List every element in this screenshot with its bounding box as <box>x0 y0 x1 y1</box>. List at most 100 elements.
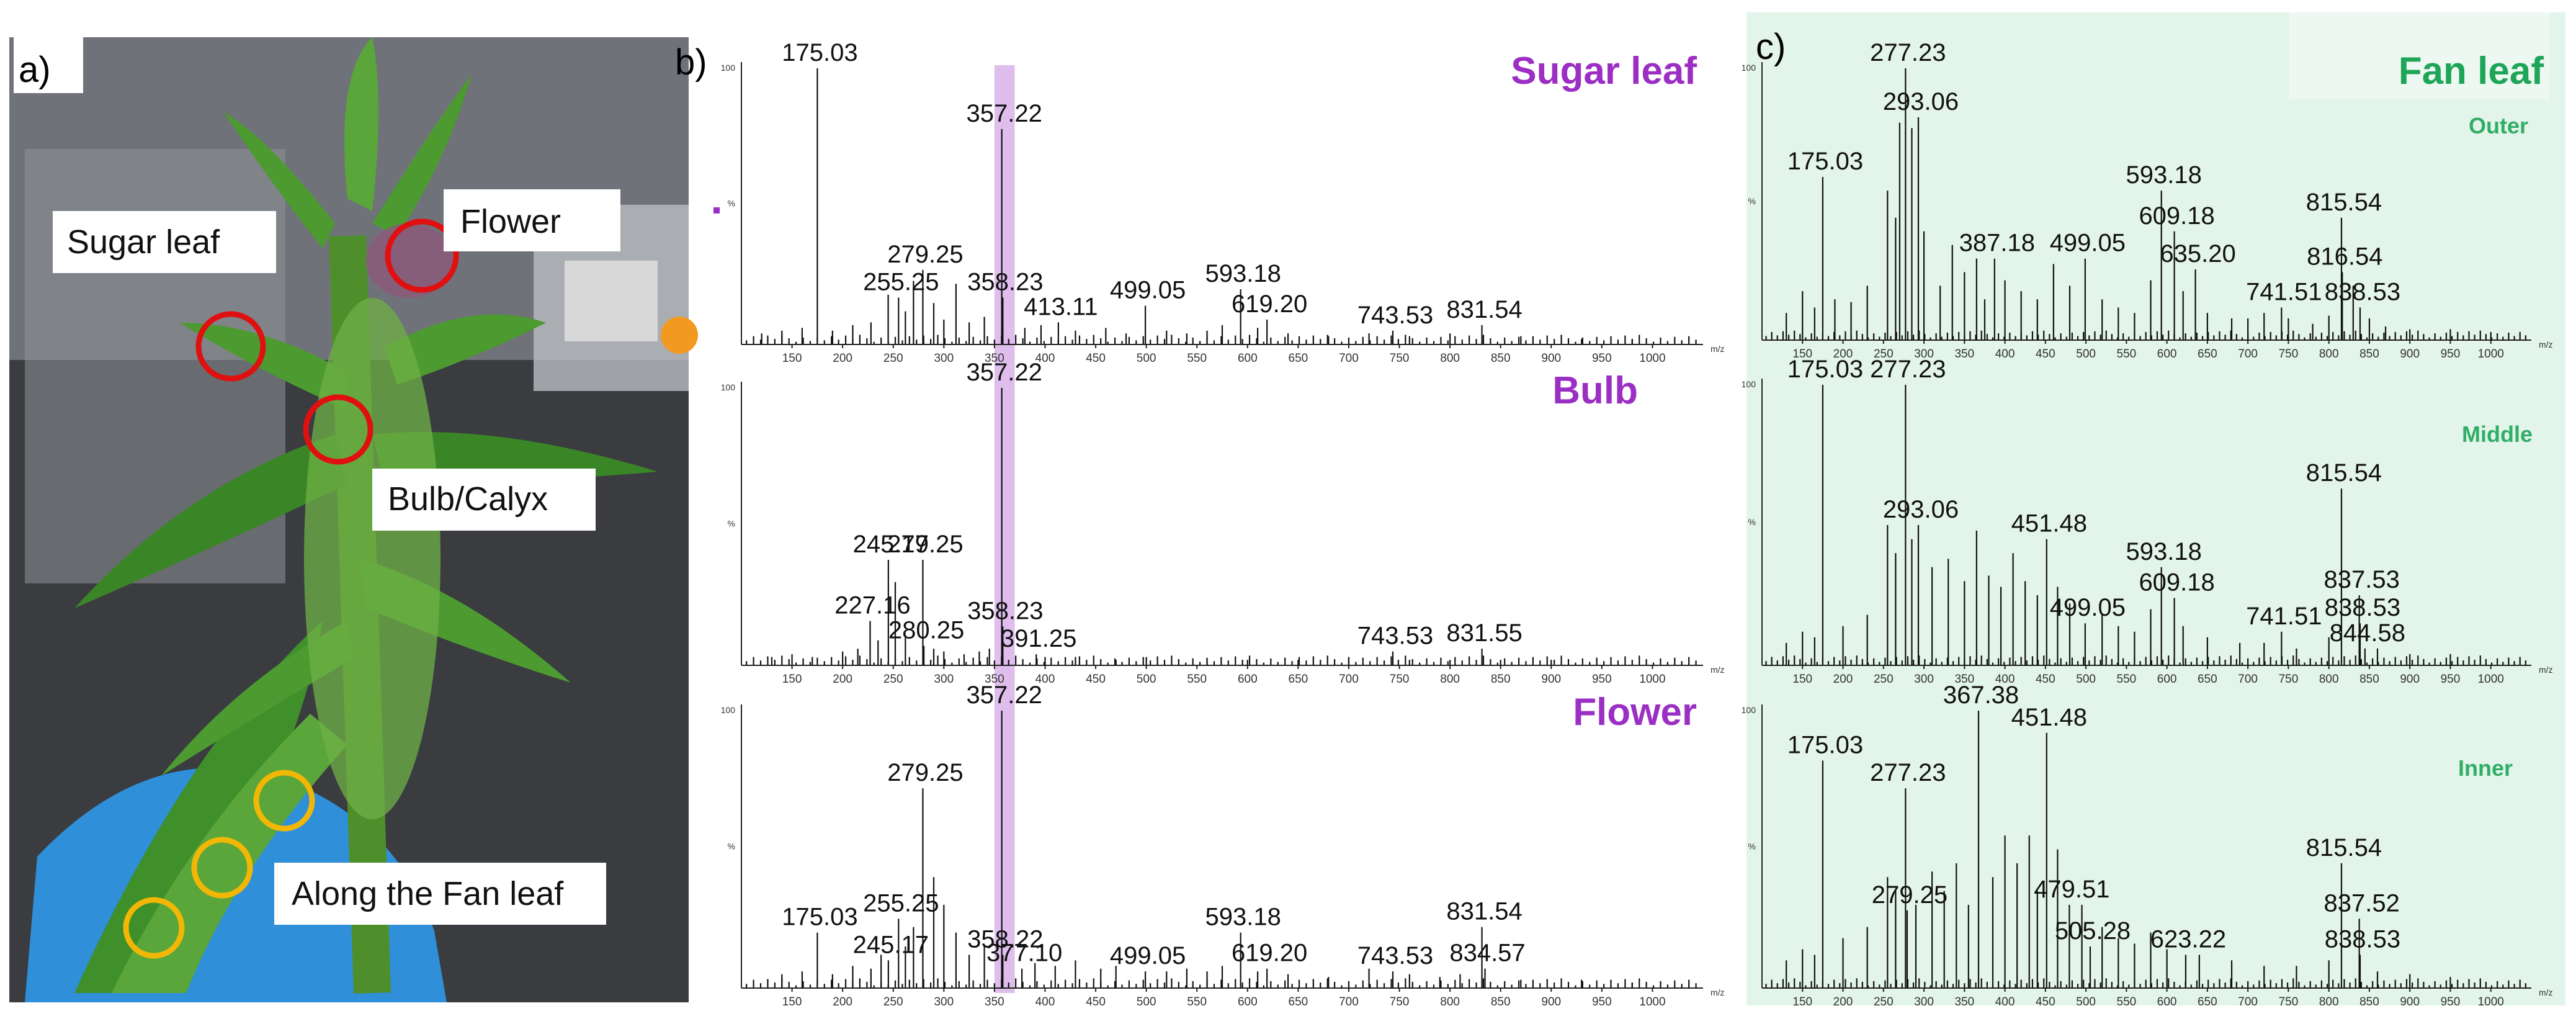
peak-label: 844.58 <box>2330 619 2405 647</box>
y-tick-label: % <box>1748 517 1756 527</box>
peak-label: 499.05 <box>1110 942 1186 969</box>
peak-label: 837.52 <box>2323 889 2399 917</box>
x-tick-label: 200 <box>833 352 852 365</box>
peak-label: 227.16 <box>834 591 910 619</box>
instrument-block <box>565 261 658 341</box>
spectrum-title: Bulb <box>1552 369 1638 412</box>
x-tick-label: 350 <box>1954 673 1974 686</box>
peak-label: 391.25 <box>1001 625 1076 652</box>
x-tick-label: 250 <box>1874 673 1894 686</box>
x-axis-label: m/z <box>1711 344 1725 354</box>
x-tick-label: 700 <box>2238 348 2258 361</box>
x-tick-label: 400 <box>1035 996 1055 1009</box>
x-tick-label: 250 <box>883 996 903 1009</box>
x-tick-label: 950 <box>1592 352 1612 365</box>
y-tick-label: % <box>728 842 735 852</box>
x-tick-label: 800 <box>2319 348 2339 361</box>
fan-leaf-point-3 <box>123 897 185 959</box>
panel-c: c) 100% 150 200 250 300 350 400 450 500 550 600 650… <box>1742 12 2565 1009</box>
x-tick-label: 450 <box>1086 673 1106 686</box>
fan-leaf-tag <box>274 863 606 925</box>
x-tick-label: 800 <box>1440 352 1460 365</box>
x-tick-label: 850 <box>1491 996 1511 1009</box>
x-tick-label: 500 <box>2076 673 2096 686</box>
x-tick-label: 900 <box>1541 352 1561 365</box>
x-tick-label: 850 <box>1491 352 1511 365</box>
x-tick-label: 850 <box>1491 673 1511 686</box>
peak-label: 837.53 <box>2323 566 2399 593</box>
bulb-circle <box>303 394 373 465</box>
peak-label: 609.18 <box>2139 569 2214 596</box>
x-tick-label: 1000 <box>2478 348 2504 361</box>
peak-label: 245.17 <box>853 931 929 958</box>
sugar-leaf-circle <box>195 311 266 382</box>
peak-label: 279.25 <box>1872 881 1948 909</box>
x-tick-label: 900 <box>1541 673 1561 686</box>
y-tick-label: 100 <box>1742 63 1756 73</box>
x-tick-label: 750 <box>1390 673 1410 686</box>
peak-label: 255.25 <box>863 268 939 295</box>
sugar-leaf-tag-text: Sugar leaf <box>67 223 220 261</box>
x-tick-label: 650 <box>1289 352 1308 365</box>
x-tick-label: 250 <box>883 352 903 365</box>
y-tick-label: 100 <box>721 63 736 73</box>
spectrum-title: Sugar leaf <box>1511 50 1697 92</box>
peak-label: 279.25 <box>887 241 963 268</box>
peak-label: 357.22 <box>967 359 1042 386</box>
peak-label: 387.18 <box>1959 230 2035 257</box>
peak-label: 499.05 <box>2050 594 2126 621</box>
peak-label: 609.18 <box>2139 202 2214 230</box>
spectrum-sugar-leaf: 100% 150 200 250 300 350 400 450 500 550 600 650 700… <box>721 39 1725 365</box>
x-tick-label: 600 <box>1238 996 1258 1009</box>
x-tick-label: 400 <box>1995 996 2015 1009</box>
x-tick-label: 600 <box>1238 352 1258 365</box>
x-tick-label: 350 <box>1954 996 1974 1009</box>
fan-leaf <box>112 714 347 993</box>
peak-label: 619.20 <box>1232 290 1307 318</box>
x-tick-label: 350 <box>1954 348 1974 361</box>
highlight-band-357 <box>994 65 1015 993</box>
spectrum-bulb: 100% 150 200 250 300 350 400 450 500 550 600 650 700… <box>721 359 1725 686</box>
x-tick-label: 600 <box>2157 348 2177 361</box>
peak-label: 838.53 <box>2325 925 2400 953</box>
y-tick-label: 100 <box>721 382 736 392</box>
x-tick-label: 850 <box>2359 996 2379 1009</box>
peak-label: 279.25 <box>887 531 963 558</box>
peak-label: 831.55 <box>1446 619 1522 647</box>
peak-label: 741.51 <box>2246 603 2322 630</box>
x-tick-label: 150 <box>782 996 802 1009</box>
spectrum-title: Flower <box>1573 691 1697 734</box>
peak-label: 413.11 <box>1024 293 1098 320</box>
x-tick-label: 550 <box>1187 996 1207 1009</box>
peak-label: 743.53 <box>1357 302 1433 329</box>
bulb-calyx-tag-text: Bulb/Calyx <box>388 480 548 518</box>
spectrum-subtitle: Outer <box>2469 113 2528 138</box>
x-tick-label: 200 <box>833 996 852 1009</box>
x-axis-label: m/z <box>2539 339 2553 349</box>
y-tick-label: % <box>728 519 735 529</box>
x-tick-label: 500 <box>2076 996 2096 1009</box>
spectrum-title: Fan leaf <box>2399 50 2544 92</box>
peak-label: 815.54 <box>2306 459 2382 487</box>
spectrum-subtitle: Middle <box>2462 421 2533 447</box>
flower-tag <box>444 189 620 251</box>
x-tick-label: 950 <box>2441 996 2461 1009</box>
spectrum-fan-leaf-inner: 100% 150 200 250 300 350 400 450 500 550 600 650 700… <box>1742 681 2553 1009</box>
panel-a-photo: a) Sugar leaf Flower Bulb/Calyx Along th… <box>0 0 698 1016</box>
panel-a-label-box <box>14 37 83 93</box>
panel-c-background <box>1746 12 2565 1005</box>
x-tick-label: 900 <box>2400 996 2420 1009</box>
peak-label: 367.38 <box>1943 681 2019 709</box>
x-tick-label: 950 <box>2441 673 2461 686</box>
peak-label: 815.54 <box>2306 189 2382 216</box>
x-tick-label: 750 <box>2279 996 2299 1009</box>
x-tick-label: 300 <box>1914 996 1934 1009</box>
y-tick-label: 100 <box>1742 379 1756 389</box>
x-tick-label: 300 <box>934 352 954 365</box>
peak-label: 175.03 <box>1787 731 1863 758</box>
flower-tag-text: Flower <box>460 203 561 240</box>
peak-label: 357.22 <box>967 681 1042 709</box>
bulb-calyx-tag <box>372 469 596 531</box>
peak-label: 593.18 <box>2126 161 2202 189</box>
spectrum-fan-leaf-outer: 100% 150 200 250 300 350 400 450 500 550 600 650 700… <box>1742 39 2553 361</box>
